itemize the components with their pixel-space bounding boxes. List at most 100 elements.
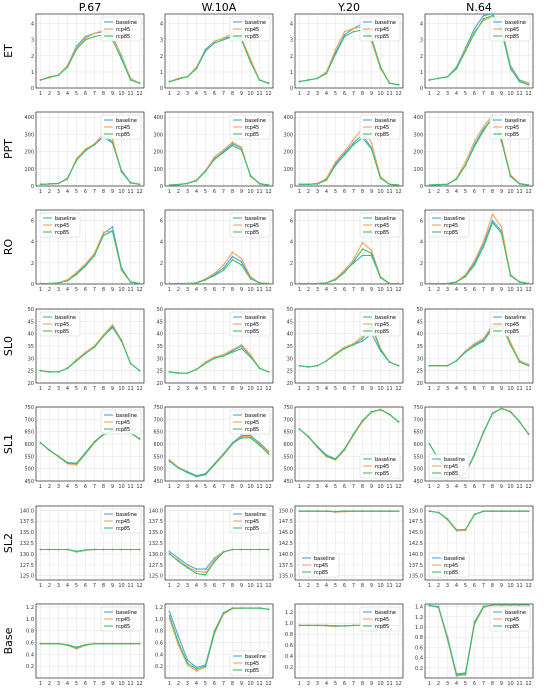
subplot-base-p67: 0.20.40.60.81.01.21 2 3 4 5 6 7 8 9 10 11 12baselin… (26, 603, 145, 687)
data-point-rcp85 (204, 573, 207, 576)
y-tick-label: 450 (153, 479, 163, 485)
data-point-rcp85 (500, 604, 503, 606)
y-tick-label: 200 (153, 150, 163, 156)
data-point-rcp45 (249, 58, 252, 60)
y-tick-label: 0.6 (155, 640, 163, 646)
data-point-rcp85 (428, 604, 431, 607)
data-point-baseline (168, 610, 171, 613)
x-tick-label: 1 (39, 287, 42, 293)
y-tick-label: 145.0 (409, 530, 423, 536)
y-tick-label: 0 (420, 86, 423, 92)
x-tick-label: 6 (84, 583, 87, 589)
legend-label: rcp45 (505, 125, 519, 131)
data-point-rcp85 (316, 183, 319, 185)
x-tick-label: 11 (516, 583, 522, 589)
data-point-rcp85 (370, 148, 373, 150)
data-point-rcp85 (138, 183, 141, 186)
data-point-rcp85 (473, 345, 476, 347)
legend-box (359, 212, 401, 238)
data-point-rcp85 (195, 475, 198, 478)
data-point-rcp85 (75, 48, 78, 51)
y-tick-label: 130.0 (149, 552, 163, 558)
y-tick-label: 750 (283, 405, 293, 411)
x-tick-label: 9 (500, 91, 503, 97)
x-tick-label: 9 (111, 287, 114, 293)
x-tick-label: 3 (446, 681, 449, 687)
data-point-rcp45 (75, 464, 78, 466)
x-tick-label: 8 (102, 287, 105, 293)
y-tick-label: 450 (413, 479, 423, 485)
x-tick-label: 6 (343, 386, 346, 392)
x-tick-label: 9 (240, 681, 243, 687)
data-point-rcp85 (102, 548, 105, 551)
data-point-baseline (84, 35, 87, 38)
data-point-rcp85 (388, 183, 391, 186)
x-tick-label: 2 (437, 91, 440, 97)
legend-label: baseline (444, 556, 465, 562)
y-tick-label: 0.2 (285, 665, 293, 671)
series-line-rcp85 (169, 548, 269, 576)
data-point-rcp85 (249, 548, 252, 551)
x-tick-label: 11 (386, 681, 392, 687)
x-tick-label: 8 (231, 189, 234, 195)
x-tick-label: 3 (186, 484, 189, 490)
subplot-base-y20: 0.20.40.60.81.01.21 2 3 4 5 6 7 8 9 10 11 12baselin… (285, 603, 404, 687)
x-tick-label: 8 (102, 189, 105, 195)
data-point-rcp45 (93, 32, 96, 35)
y-tick-label: 135.0 (20, 530, 34, 536)
x-tick-label: 2 (307, 681, 310, 687)
data-point-rcp85 (138, 82, 141, 85)
legend-label: baseline (444, 457, 465, 463)
x-tick-label: 2 (437, 189, 440, 195)
axes-frame (164, 505, 274, 581)
data-point-rcp85 (168, 282, 171, 285)
x-tick-label: 6 (343, 583, 346, 589)
x-tick-label: 9 (500, 484, 503, 490)
data-point-rcp85 (509, 411, 512, 413)
series-line-rcp85 (169, 437, 269, 478)
x-tick-label: 3 (446, 484, 449, 490)
legend-label: baseline (116, 20, 137, 26)
x-tick-label: 9 (370, 583, 373, 589)
data-point-rcp85 (186, 372, 189, 375)
data-point-rcp85 (446, 518, 449, 520)
data-point-rcp85 (195, 179, 198, 182)
x-tick-label: 5 (75, 583, 78, 589)
data-point-rcp45 (111, 324, 114, 326)
series-line-baseline (299, 333, 399, 368)
x-tick-label: 1 (298, 189, 301, 195)
data-point-rcp85 (370, 252, 373, 255)
data-point-rcp85 (240, 148, 243, 151)
x-tick-label: 12 (525, 484, 531, 490)
series-line-rcp85 (40, 548, 140, 552)
x-tick-label: 4 (66, 583, 69, 589)
legend-label: rcp45 (116, 420, 130, 426)
x-tick-label: 12 (136, 583, 142, 589)
y-tick-label: 137.5 (149, 519, 163, 525)
legend-label: rcp45 (245, 125, 259, 131)
data-point-rcp45 (473, 342, 476, 345)
data-point-rcp85 (307, 510, 310, 513)
y-tick-label: 100 (413, 167, 423, 173)
legend-label: baseline (116, 512, 137, 518)
y-tick-label: 30 (157, 356, 163, 362)
legend-label: baseline (375, 610, 396, 616)
x-tick-label: 5 (204, 681, 207, 687)
row-header: SL1 (2, 434, 15, 454)
y-tick-label: 35 (28, 344, 34, 350)
row-header: RO (2, 239, 15, 256)
x-tick-label: 1 (168, 484, 171, 490)
x-tick-label: 2 (437, 484, 440, 490)
data-point-rcp85 (437, 77, 440, 80)
data-point-rcp45 (240, 343, 243, 346)
data-point-rcp85 (298, 183, 301, 186)
y-tick-label: 0 (31, 282, 34, 288)
y-tick-label: 0 (160, 86, 163, 92)
x-tick-label: 4 (455, 189, 458, 195)
data-point-rcp85 (57, 74, 60, 77)
legend-box (359, 114, 401, 140)
